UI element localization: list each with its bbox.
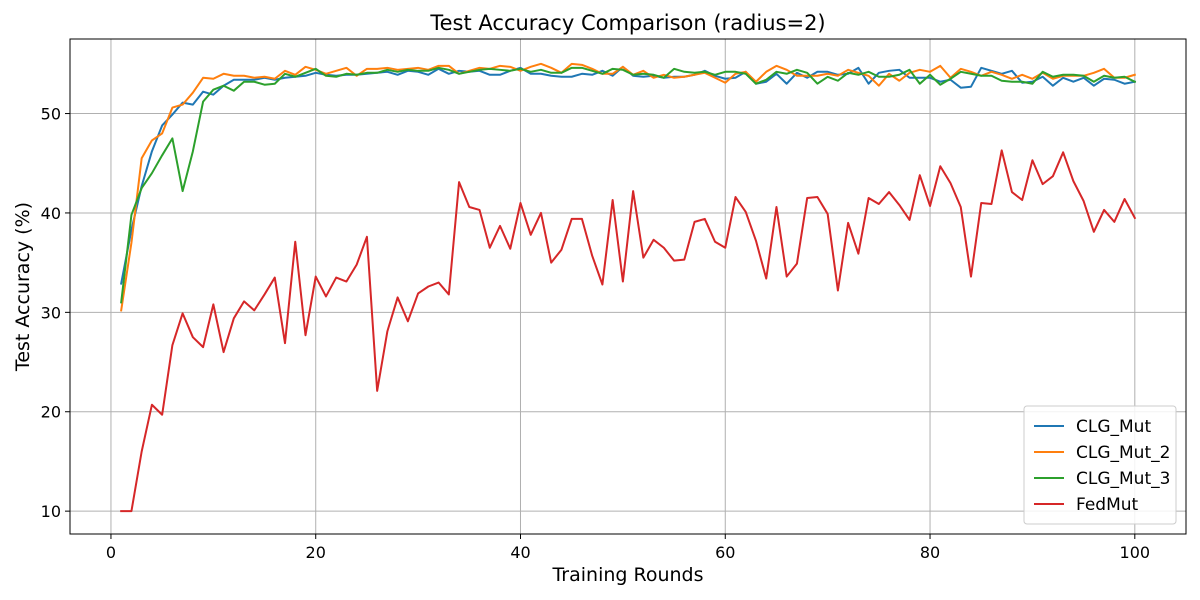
legend-label: CLG_Mut_2 [1076,443,1170,463]
y-tick-label: 40 [41,204,61,223]
y-tick-label: 30 [41,303,61,322]
series-line-clg-mut-2 [120,62,1137,312]
x-tick-label: 40 [510,543,530,562]
series-line-clg-mut-3 [120,66,1137,304]
series-lines [120,62,1137,513]
y-tick-label: 10 [41,502,61,521]
axis-ticks: 0 20 40 60 80 100 10 20 30 40 50 [41,105,1150,562]
y-axis-title: Test Accuracy (%) [12,202,34,372]
grid [70,39,1186,534]
legend-label: CLG_Mut [1076,417,1151,437]
x-tick-label: 100 [1120,543,1151,562]
x-tick-label: 0 [106,543,116,562]
x-axis-title: Training Rounds [551,564,703,586]
series-line-fedmut [120,149,1137,513]
legend: CLG_Mut CLG_Mut_2 CLG_Mut_3 FedMut [1023,405,1177,525]
x-tick-label: 20 [306,543,326,562]
y-tick-label: 50 [41,105,61,124]
y-tick-label: 20 [41,403,61,422]
chart-title: Test Accuracy Comparison (radius=2) [429,11,825,35]
x-tick-label: 60 [715,543,735,562]
plot-frame [69,38,1187,535]
x-tick-label: 80 [920,543,940,562]
legend-label: FedMut [1076,495,1139,515]
legend-box [1023,405,1177,525]
legend-label: CLG_Mut_3 [1076,469,1170,489]
